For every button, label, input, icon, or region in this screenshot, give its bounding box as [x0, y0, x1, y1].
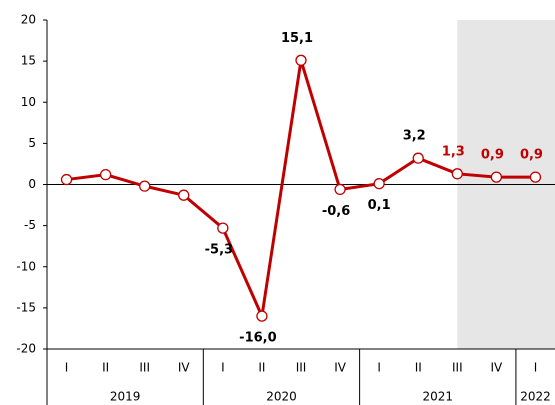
y-tick-label: -5 [24, 218, 36, 232]
point [295, 54, 307, 66]
point [334, 183, 346, 196]
point [178, 189, 190, 201]
x-tick-label: III [296, 361, 307, 375]
x-tick-label: IV [334, 361, 347, 375]
y-tick-label: 5 [28, 136, 36, 150]
point [217, 222, 229, 234]
point [373, 178, 385, 190]
y-tick-label: -20 [16, 342, 36, 356]
value-label: 1,3 [442, 144, 465, 159]
x-tick-label: II [102, 361, 109, 375]
year-label: 2020 [266, 390, 297, 404]
x-tick-label: I [377, 361, 381, 375]
value-label: -16,0 [239, 331, 276, 346]
point [412, 152, 424, 164]
point [60, 173, 73, 186]
point [256, 310, 268, 322]
x-tick-label: II [258, 361, 265, 375]
x-tick-label: I [534, 361, 538, 375]
year-label: 2021 [422, 390, 453, 404]
year-label: 2022 [520, 390, 551, 404]
y-tick-label: 10 [21, 95, 36, 109]
y-tick-label: -15 [16, 300, 36, 314]
point [451, 168, 463, 180]
x-tick-label: IV [178, 361, 191, 375]
point [139, 180, 151, 192]
x-tick-label: I [221, 361, 225, 375]
value-label: -0,6 [322, 204, 350, 219]
x-tick-label: I [65, 361, 69, 375]
point [490, 171, 503, 183]
y-tick-label: 15 [21, 54, 36, 68]
x-tick-label: II [415, 361, 422, 375]
year-label: 2019 [110, 390, 141, 404]
x-tick-label: IV [491, 361, 504, 375]
value-label: -5,3 [205, 243, 233, 258]
value-label: 15,1 [281, 31, 313, 46]
y-tick-label: 0 [28, 177, 36, 191]
point [529, 171, 542, 183]
y-tick-label: -10 [16, 259, 36, 273]
value-label: 0,9 [481, 148, 504, 163]
value-label: 3,2 [403, 129, 426, 144]
point [99, 168, 112, 181]
x-tick-label: III [139, 361, 150, 375]
x-tick-label: III [452, 361, 463, 375]
value-label: 0,1 [368, 198, 391, 213]
y-tick-label: 20 [21, 13, 36, 27]
value-label: 0,9 [520, 148, 543, 163]
